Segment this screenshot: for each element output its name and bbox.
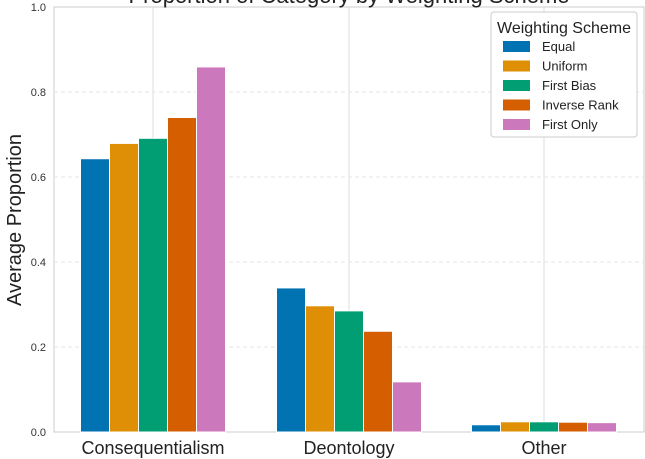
- bar-first-bias-deontology: [334, 310, 364, 433]
- bars: [80, 66, 617, 433]
- y-tick-label: 0.4: [31, 257, 46, 269]
- legend-swatch: [503, 60, 530, 72]
- legend-label: First Bias: [542, 78, 597, 93]
- bar-uniform-consequentialism: [109, 142, 139, 433]
- bar-equal-consequentialism: [80, 158, 110, 433]
- y-tick-label: 0.8: [31, 87, 46, 99]
- bar-equal-other: [471, 424, 501, 433]
- legend: Weighting Scheme Equal Uniform First Bias I…: [490, 11, 638, 138]
- bar-first-only-consequentialism: [196, 66, 226, 433]
- x-tick-label: Other: [521, 438, 566, 458]
- legend-label: Equal: [542, 39, 575, 54]
- legend-swatch: [503, 80, 530, 91]
- bar-uniform-other: [500, 421, 530, 433]
- y-tick-label: 1.0: [31, 2, 46, 14]
- bar-inverse-rank-deontology: [363, 330, 393, 433]
- legend-title: Weighting Scheme: [497, 20, 631, 37]
- legend-label: First Only: [542, 117, 598, 132]
- bar-first-only-deontology: [392, 381, 422, 433]
- legend-label: Inverse Rank: [542, 98, 619, 113]
- x-axis-ticks: Consequentialism Deontology Other: [81, 438, 566, 458]
- y-axis-ticks: 0.0 0.2 0.4 0.6 0.8 1.0: [31, 2, 46, 439]
- x-tick-label: Deontology: [303, 438, 394, 458]
- y-axis-label: Average Proportion: [4, 134, 26, 306]
- bar-inverse-rank-other: [558, 421, 588, 433]
- y-tick-label: 0.6: [31, 172, 46, 184]
- y-tick-label: 0.2: [31, 342, 46, 354]
- legend-swatch: [503, 99, 530, 111]
- bar-first-bias-consequentialism: [138, 137, 168, 433]
- legend-swatch: [503, 119, 530, 130]
- bar-uniform-deontology: [305, 305, 335, 433]
- legend-swatch: [503, 41, 530, 52]
- bar-equal-deontology: [276, 287, 306, 433]
- legend-label: Uniform: [542, 59, 588, 74]
- bar-first-only-other: [587, 422, 617, 433]
- bar-first-bias-other: [529, 421, 559, 433]
- y-tick-label: 0.0: [31, 427, 46, 439]
- bar-inverse-rank-consequentialism: [167, 117, 197, 433]
- chart-title: Proportion of Category by Weighting Sche…: [128, 0, 569, 8]
- x-tick-label: Consequentialism: [81, 438, 224, 458]
